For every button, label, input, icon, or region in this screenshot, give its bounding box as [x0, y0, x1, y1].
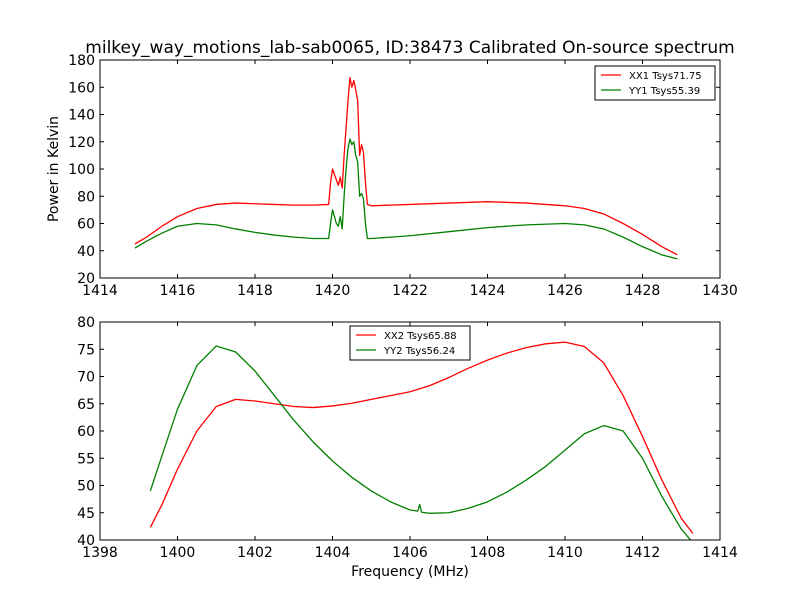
y-tick-label: 120 [68, 135, 95, 151]
y-tick-label: 100 [68, 162, 95, 178]
x-axis-label: Frequency (MHz) [351, 564, 469, 580]
x-tick-label: 1416 [160, 283, 196, 299]
x-tick-label: 1410 [547, 545, 583, 561]
series-line-yy-2 [149, 345, 692, 540]
legend-label: YY1 Tsys55.39 [628, 86, 700, 97]
y-tick-label: 65 [77, 397, 95, 413]
bottom-spectrum-chart: 1398 1400 1402 1404 1406 1408 1410 1412 1414 40 45… [77, 315, 738, 561]
x-tick-label: 1402 [237, 545, 273, 561]
x-tick-label: 1420 [315, 283, 351, 299]
legend-box [594, 65, 716, 101]
y-tick-label: 60 [77, 217, 95, 233]
top-spectrum-chart: 1414 1416 1418 1420 1422 1424 1426 1428 1430 20 40… [46, 53, 738, 299]
legend-label: XX2 Tsys65.88 [384, 331, 457, 342]
y-tick-label: 80 [77, 189, 95, 205]
y-tick-label: 70 [77, 370, 95, 386]
y-tick-label: 45 [77, 506, 95, 522]
y-tick-label: 40 [77, 533, 95, 549]
x-tick-label: 1404 [315, 545, 351, 561]
x-tick-label: 1426 [547, 283, 583, 299]
x-tick-label: 1400 [160, 545, 196, 561]
legend-label: XX1 Tsys71.75 [629, 71, 702, 82]
legend-label: YY2 Tsys56.24 [383, 346, 455, 357]
x-tick-label: 1398 [82, 545, 118, 561]
y-tick-label: 55 [77, 451, 95, 467]
x-tick-label: 1414 [82, 283, 118, 299]
x-tick-label: 1418 [237, 283, 273, 299]
y-tick-label: 180 [68, 53, 95, 69]
x-tick-label: 1412 [625, 545, 661, 561]
y-tick-label: 160 [68, 80, 95, 96]
x-tick-label: 1408 [470, 545, 506, 561]
x-tick-label: 1414 [702, 545, 738, 561]
y-tick-label: 140 [68, 108, 95, 124]
y-tick-label: 40 [77, 244, 95, 260]
x-tick-label: 1406 [392, 545, 428, 561]
y-tick-label: 80 [77, 315, 95, 331]
x-tick-label: 1430 [702, 283, 738, 299]
y-axis-label: Power in Kelvin [46, 116, 62, 222]
x-tick-label: 1424 [470, 283, 506, 299]
x-tick-label: 1428 [625, 283, 661, 299]
y-tick-label: 50 [77, 479, 95, 495]
x-tick-label: 1422 [392, 283, 428, 299]
legend: XX2 Tsys65.88 YY2 Tsys56.24 [349, 325, 471, 361]
figure-title: milkey_way_motions_lab-sab0065, ID:38473… [85, 38, 734, 58]
y-tick-label: 60 [77, 424, 95, 440]
series-line-xx-2 [149, 341, 694, 534]
series-line-xx-1 [134, 77, 678, 256]
y-tick-label: 20 [77, 271, 95, 287]
legend-box [349, 325, 471, 361]
y-tick-label: 75 [77, 342, 95, 358]
series-line-yy-1 [134, 138, 678, 260]
legend: XX1 Tsys71.75 YY1 Tsys55.39 [594, 65, 716, 101]
